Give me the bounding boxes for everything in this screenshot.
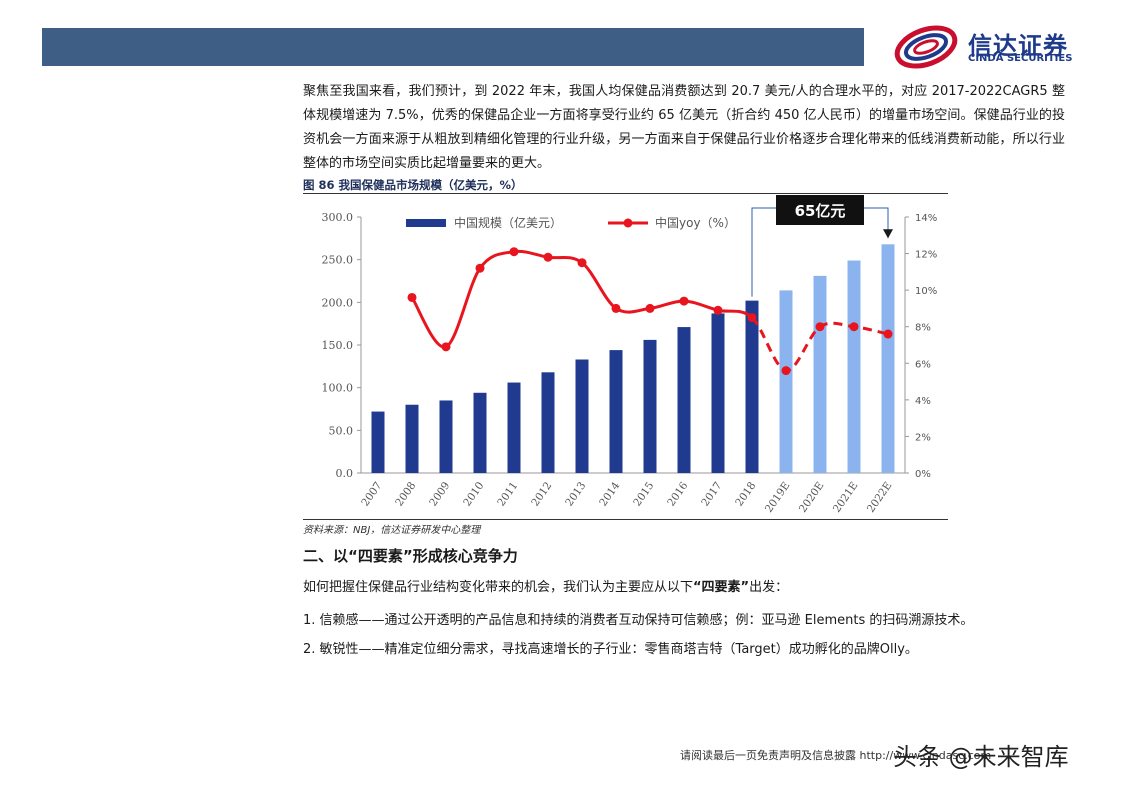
left-tick-label: 200.0 [322,296,354,309]
left-tick-label: 50.0 [329,424,354,437]
intro-paragraph: 聚焦至我国来看，我们预计，到 2022 年末，我国人均保健品消费额达到 20.7… [303,84,1065,171]
market-size-chart: 0.0 50.0 100.0 150.0 200.0 250.0 300.0 0% 2% 4% 6%… [322,195,937,515]
x-tick-label: 2018 [733,480,758,509]
bar-2012 [541,372,555,473]
logo-text-cn: 信达证券 [968,32,1068,60]
left-tick-label: 300.0 [322,211,354,224]
x-tick-label: 2012 [529,480,554,509]
x-tick-label: 2017 [699,480,724,509]
section-title: 二、以“四要素”形成核心竞争力 [303,547,518,565]
bar-2008 [405,404,419,473]
legend-bar-swatch [406,219,446,227]
yoy-point-2009 [441,342,451,352]
figure-bottom-rule [303,519,948,520]
bar-2015 [643,339,657,473]
section-intro-post: 出发： [749,580,789,595]
bar-2011 [507,382,521,473]
yoy-point-2010 [475,263,485,273]
section-intro-pre: 如何把握住保健品行业结构变化带来的机会，我们认为主要应从以下 [303,580,694,595]
legend-bar-label: 中国规模（亿美元） [454,215,562,230]
list-item-2: 2. 敏锐性——精准定位细分需求，寻找高速增长的子行业：零售商塔吉特（Targe… [303,642,918,657]
x-tick-label: 2019E [763,480,793,515]
bar-2022E [881,244,895,473]
yoy-point-2017 [713,305,723,315]
right-tick-label: 2% [915,432,931,443]
yoy-point-2008 [407,292,417,302]
bar-2018 [745,300,759,473]
cinda-logo-icon [894,25,958,69]
yoy-point-2015 [645,303,655,313]
left-tick-label: 100.0 [322,382,354,395]
list-item-1: 1. 信赖感——通过公开透明的产品信息和持续的消费者互动保持可信赖感；例：亚马逊… [303,613,974,628]
x-tick-label: 2022E [865,480,895,515]
bar-2010 [473,392,487,473]
bar-2014 [609,350,623,473]
x-tick-label: 2009 [427,480,452,509]
bar-2009 [439,400,453,473]
right-tick-label: 8% [915,323,931,334]
yoy-point-2011 [509,247,519,257]
bar-2020E [813,275,827,473]
bar-2021E [847,260,861,473]
yoy-point-2019E [781,366,791,376]
annotation-box [776,195,864,225]
left-tick-label: 0.0 [336,467,354,480]
x-tick-label: 2014 [597,480,622,509]
yoy-point-2021E [849,322,859,332]
right-tick-label: 12% [915,250,937,261]
yoy-point-2016 [679,296,689,306]
section-intro-bold: “四要素” [693,580,750,595]
x-tick-label: 2013 [563,480,588,509]
logo-text-en: CINDA SECURITIES [968,53,1073,64]
yoy-point-2014 [611,303,621,313]
bar-2007 [371,411,385,473]
yoy-point-2012 [543,252,553,262]
yoy-point-2013 [577,258,587,268]
right-tick-label: 4% [915,396,931,407]
header-bar [42,28,864,66]
x-tick-label: 2020E [797,480,827,515]
x-tick-label: 2016 [665,480,690,509]
figure-top-rule [303,193,948,194]
annotation-arrow-icon [883,229,893,239]
bar-2019E [779,290,793,473]
annotation-label: 65亿元 [795,202,846,220]
right-tick-label: 14% [915,213,937,224]
bar-2016 [677,327,691,473]
right-tick-label: 0% [915,469,931,480]
x-tick-label: 2011 [495,480,520,509]
x-tick-label: 2008 [393,480,418,509]
yoy-point-2018 [747,313,757,323]
x-tick-label: 2021E [831,480,861,515]
x-tick-label: 2010 [461,480,486,509]
right-tick-label: 6% [915,359,931,370]
bar-2017 [711,313,725,473]
yoy-point-2020E [815,322,825,332]
legend-line-label: 中国yoy（%） [655,215,736,230]
x-tick-label: 2015 [631,480,656,509]
x-tick-label: 2007 [359,480,384,509]
figure-source: 资料来源：NBJ，信达证券研发中心整理 [303,525,481,536]
left-tick-label: 250.0 [322,254,354,267]
right-tick-label: 10% [915,286,937,297]
legend-line-marker [623,218,633,228]
figure-title: 图 86 我国保健品市场规模（亿美元，%） [303,178,523,192]
yoy-point-2022E [883,329,893,339]
bar-2013 [575,359,589,473]
footer-disclaimer[interactable]: 请阅读最后一页免责声明及信息披露 http://www.cindasc.com [680,749,992,762]
section-intro: 如何把握住保健品行业结构变化带来的机会，我们认为主要应从以下“四要素”出发： [303,576,788,595]
left-tick-label: 150.0 [322,339,354,352]
watermark-text: 头条 @未来智库 [893,743,1069,771]
